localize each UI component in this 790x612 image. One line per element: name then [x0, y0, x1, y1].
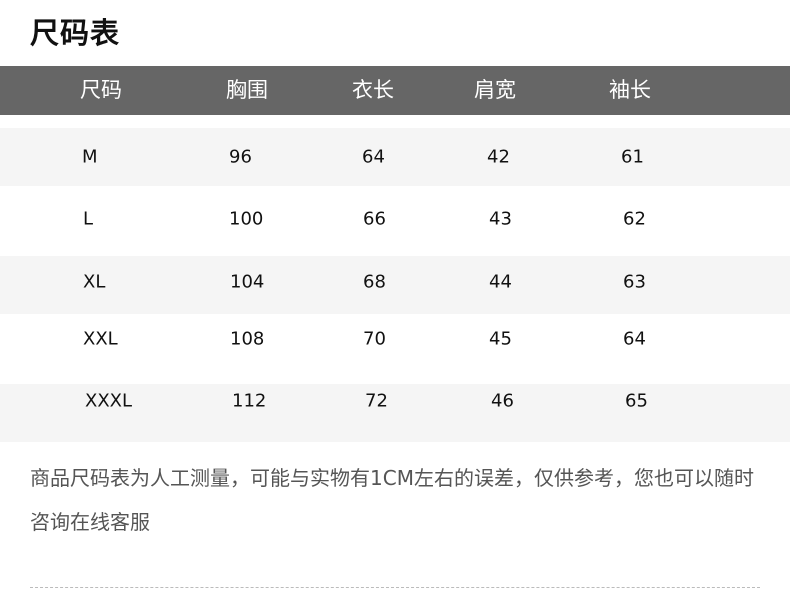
cell-sleeve: 65 — [625, 390, 648, 412]
cell-size: XXXL — [85, 390, 133, 412]
cell-shoulder: 42 — [487, 146, 510, 168]
header-sleeve: 袖长 — [609, 78, 651, 102]
cell-shoulder: 46 — [491, 390, 514, 412]
cell-size: XXL — [83, 328, 118, 350]
cell-length: 66 — [363, 208, 386, 230]
table-row — [0, 186, 790, 256]
cell-shoulder: 43 — [489, 208, 512, 230]
size-note: 商品尺码表为人工测量，可能与实物有1CM左右的误差，仅供参考，您也可以随时咨询在… — [30, 466, 754, 534]
table-header: 尺码 胸围 衣长 肩宽 袖长 — [0, 66, 790, 115]
table-row — [0, 256, 790, 314]
header-shoulder: 肩宽 — [474, 78, 516, 102]
header-size: 尺码 — [80, 78, 122, 102]
header-length: 衣长 — [352, 78, 394, 102]
cell-shoulder: 45 — [489, 328, 512, 350]
cell-length: 72 — [365, 390, 388, 412]
table-row — [0, 128, 790, 186]
cell-length: 64 — [362, 146, 385, 168]
cell-sleeve: 62 — [623, 208, 646, 230]
cell-chest: 112 — [232, 390, 267, 412]
table-row — [0, 314, 790, 384]
cell-size: L — [83, 208, 94, 230]
page-title: 尺码表 — [30, 16, 121, 50]
cell-shoulder: 44 — [489, 271, 512, 293]
table-row — [0, 384, 790, 442]
cell-sleeve: 63 — [623, 271, 646, 293]
cell-sleeve: 61 — [621, 146, 644, 168]
divider — [30, 587, 760, 588]
cell-length: 68 — [363, 271, 386, 293]
cell-size: M — [82, 146, 98, 168]
cell-sleeve: 64 — [623, 328, 646, 350]
cell-chest: 104 — [230, 271, 265, 293]
header-chest: 胸围 — [226, 78, 268, 102]
cell-length: 70 — [363, 328, 386, 350]
cell-chest: 100 — [229, 208, 264, 230]
cell-chest: 108 — [230, 328, 265, 350]
cell-chest: 96 — [229, 146, 252, 168]
cell-size: XL — [83, 271, 106, 293]
